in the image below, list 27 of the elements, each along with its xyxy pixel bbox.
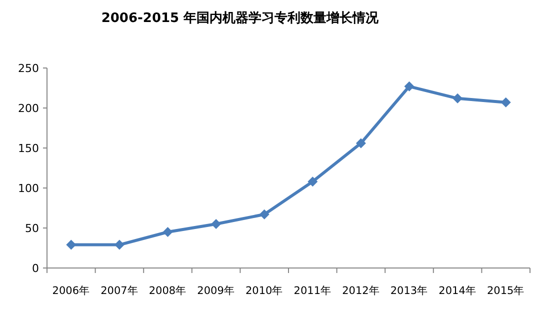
x-tick-label: 2010年	[245, 285, 284, 297]
point	[114, 240, 124, 250]
y-tick-label: 150	[18, 142, 39, 155]
x-tick-label: 2007年	[100, 285, 138, 297]
y-tick-label: 0	[32, 262, 39, 275]
y-tick-label: 100	[18, 182, 39, 195]
point	[404, 81, 414, 92]
point	[211, 219, 222, 229]
x-tick-label: 2011年	[294, 285, 332, 297]
point	[452, 93, 463, 104]
y-tick-label: 200	[18, 102, 39, 115]
point	[500, 97, 511, 108]
point	[162, 227, 173, 237]
x-tick-label: 2012年	[342, 285, 380, 297]
y-tick-label: 50	[25, 222, 39, 235]
x-tick-label: 2015年	[486, 285, 525, 297]
y-tick-label: 250	[18, 62, 39, 75]
point	[259, 209, 270, 220]
point	[308, 176, 318, 187]
x-tick-label: 2013年	[390, 285, 428, 297]
x-tick-label: 2009年	[197, 285, 235, 297]
x-tick-label: 2008年	[148, 285, 187, 297]
x-tick-label: 2006年	[52, 285, 90, 297]
point	[66, 240, 76, 250]
point	[356, 138, 366, 148]
chart-title: 2006-2015 年国内机器学习专利数量增长情况	[101, 10, 380, 26]
x-tick-label: 2014年	[438, 285, 476, 297]
